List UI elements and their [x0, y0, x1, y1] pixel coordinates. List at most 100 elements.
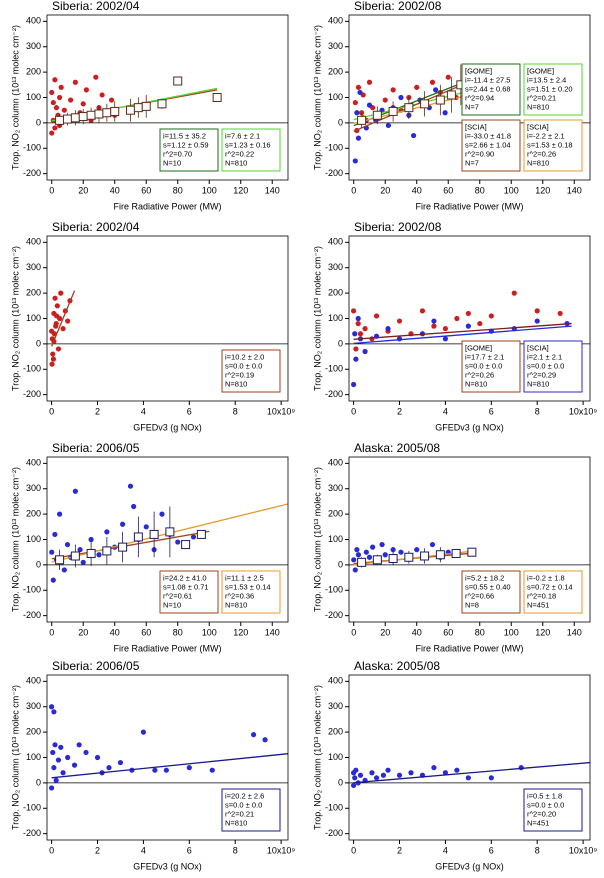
stats-box	[221, 788, 281, 832]
point	[431, 765, 437, 771]
x-tick-label: 20	[78, 185, 88, 195]
bin-mean	[141, 101, 151, 111]
point	[50, 749, 56, 756]
x-tick-label: 2	[397, 845, 402, 855]
x-tick-label: 8	[233, 845, 238, 855]
panel: Siberia: 2002/04 Trop. NO₂ column (10¹³ m…	[10, 220, 295, 432]
plot-area	[49, 483, 288, 583]
point	[50, 356, 57, 362]
y-tick-label: 100	[26, 752, 41, 762]
point	[127, 483, 134, 489]
point	[429, 79, 436, 85]
point	[262, 737, 268, 743]
stats-text: [GOME]	[527, 66, 554, 75]
stats-text: s=2.66 ± 1.04	[465, 140, 511, 149]
bin-mean	[435, 550, 445, 560]
y-tick-label: -100	[325, 585, 343, 595]
point	[431, 318, 437, 324]
y-tick-label: -200	[325, 389, 343, 399]
stats-text: [SCIA]	[527, 343, 549, 352]
panel-title: Siberia: 2002/04	[52, 0, 140, 13]
x-tick-label: 10x10⁹	[569, 845, 598, 855]
point	[414, 547, 420, 553]
y-tick-label: 300	[328, 701, 343, 711]
y-tick-label: 200	[26, 66, 41, 76]
bin-mean	[133, 103, 143, 113]
stats-text: s=0.0 ± 0.0	[465, 361, 502, 370]
stats-text: N=7	[465, 158, 479, 167]
point	[163, 767, 169, 773]
point	[55, 346, 62, 352]
stats-text: N=7	[465, 102, 479, 111]
point	[355, 84, 362, 90]
fit-line	[51, 753, 288, 779]
point	[106, 765, 112, 771]
point	[49, 549, 55, 555]
bin-mean	[404, 552, 414, 562]
point	[60, 770, 66, 776]
point	[355, 320, 361, 327]
bin-mean	[86, 548, 96, 558]
x-tick-label: 0	[351, 185, 356, 195]
point	[55, 757, 62, 763]
point	[77, 547, 83, 553]
y-tick-label: -200	[325, 610, 343, 620]
bin-mean	[110, 106, 120, 116]
stats-text: i=-0.2 ± 1.8	[527, 573, 565, 582]
y-tick-label: -200	[23, 389, 41, 399]
point	[355, 135, 362, 141]
y-tick-label: 400	[328, 16, 343, 26]
plot-area	[48, 704, 288, 791]
stats-text: r^2=0.21	[527, 93, 556, 102]
y-axis-label: Trop. NO₂ column (10¹³ molec cm⁻²)	[312, 25, 322, 170]
point	[51, 765, 57, 771]
stats-box	[461, 63, 521, 116]
point	[350, 308, 357, 314]
point	[65, 754, 71, 761]
point	[419, 308, 426, 314]
bin-mean	[70, 113, 80, 123]
y-tick-label: 300	[26, 701, 41, 711]
stats-text: s=0.0 ± 0.0	[225, 361, 262, 370]
point	[398, 549, 404, 555]
point	[366, 79, 373, 85]
x-tick-label: 8	[535, 845, 540, 855]
bin-mean	[420, 99, 430, 109]
plot-area	[351, 541, 477, 573]
stats-text: [GOME]	[465, 343, 492, 352]
bin-mean	[62, 114, 72, 124]
point	[465, 775, 471, 781]
x-tick-label: 40	[412, 627, 422, 637]
y-axis-label: Trop. NO₂ column (10¹³ molec cm⁻²)	[10, 25, 20, 170]
fit-line	[353, 325, 572, 345]
y-tick-label: 0	[36, 559, 41, 569]
point	[83, 87, 89, 93]
x-tick-label: 4	[443, 406, 448, 416]
panel-title: Alaska: 2005/08	[354, 441, 440, 455]
bin-mean	[118, 542, 128, 552]
point	[61, 107, 67, 113]
point	[49, 89, 55, 96]
x-tick-label: 120	[535, 185, 550, 195]
y-tick-label: -100	[325, 364, 343, 374]
stats-text: r^2=0.29	[527, 370, 556, 379]
point	[431, 323, 437, 329]
y-tick-label: -100	[23, 803, 41, 813]
plot-frame	[348, 456, 591, 623]
x-tick-label: 40	[412, 185, 422, 195]
panel: Alaska: 2005/08 Trop. NO₂ column (10¹³ mo…	[312, 659, 597, 871]
panel-title: Siberia: 2002/04	[52, 220, 140, 234]
point	[380, 772, 387, 778]
point	[373, 313, 380, 319]
point	[54, 313, 60, 319]
point	[88, 536, 94, 543]
x-tick-label: 140	[265, 185, 280, 195]
point	[442, 770, 448, 776]
stats-text: s=1.53 ± 0.18	[527, 140, 573, 149]
plot-frame	[46, 674, 289, 841]
y-tick-label: -200	[325, 828, 343, 838]
stats-text: N=810	[527, 379, 549, 388]
bin-mean	[388, 554, 398, 564]
y-tick-label: 400	[328, 676, 343, 686]
bin-mean	[86, 110, 96, 120]
